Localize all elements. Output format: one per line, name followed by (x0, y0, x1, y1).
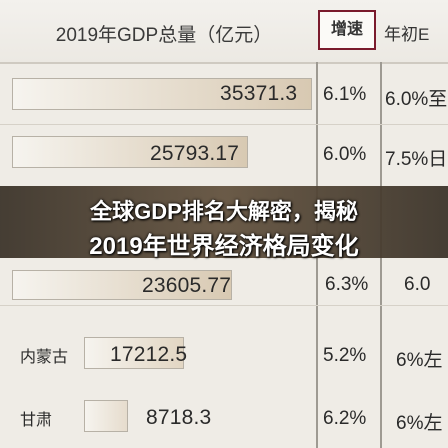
growth-rate: 6.1% (323, 84, 367, 105)
banner-line-2: 2019年世界经济格局变化 (89, 233, 359, 260)
gdp-bar (12, 78, 312, 110)
growth-rate: 6.0% (323, 144, 367, 165)
target-value: 7.5%日 (385, 149, 448, 170)
gdp-value: 8718.3 (146, 406, 212, 429)
growth-rate: 6.2% (323, 408, 367, 429)
table-row: 陕西 25793.17 6.0% 7.5%日 (0, 134, 448, 174)
gdp-bar (12, 136, 248, 168)
target-value: 6.0 (404, 274, 431, 295)
row-divider (0, 305, 448, 306)
gdp-value: 17212.5 (110, 343, 188, 366)
gdp-value: 35371.3 (220, 82, 298, 105)
row-divider (0, 124, 448, 125)
growth-rate: 6.3% (325, 274, 369, 295)
gdp-bar (84, 337, 184, 369)
table-row: 北京 35371.3 6.1% 6.0%至 (0, 76, 448, 116)
target-column-header: 年初E (384, 25, 430, 44)
target-value: 6.0%至 (385, 89, 448, 110)
gdp-value: 23605.77 (142, 274, 232, 297)
table-header: 2019年GDP总量（亿元） 增速 年初E (0, 0, 448, 64)
growth-column-header: 增速 (318, 10, 376, 50)
gdp-bar (84, 400, 128, 432)
growth-rate: 5.2% (323, 345, 367, 366)
banner-line-1: 全球GDP排名大解密，揭秘 (90, 199, 358, 224)
gdp-bar (12, 270, 232, 300)
gdp-column-header: 2019年GDP总量（亿元） (55, 25, 273, 46)
table-row: 重庆 23605.77 6.3% 6.0 (0, 270, 448, 304)
target-value: 6%左 (396, 350, 443, 371)
table-row: 甘肃 8718.3 6.2% 6%左 (0, 398, 448, 438)
province-name: 内蒙古 (20, 349, 69, 366)
province-name: 甘肃 (20, 412, 53, 429)
title-banner (0, 186, 448, 258)
table-row: 内蒙古 17212.5 5.2% 6%左 (0, 335, 448, 375)
gdp-value: 25793.17 (150, 142, 240, 165)
target-value: 6%左 (396, 413, 443, 434)
